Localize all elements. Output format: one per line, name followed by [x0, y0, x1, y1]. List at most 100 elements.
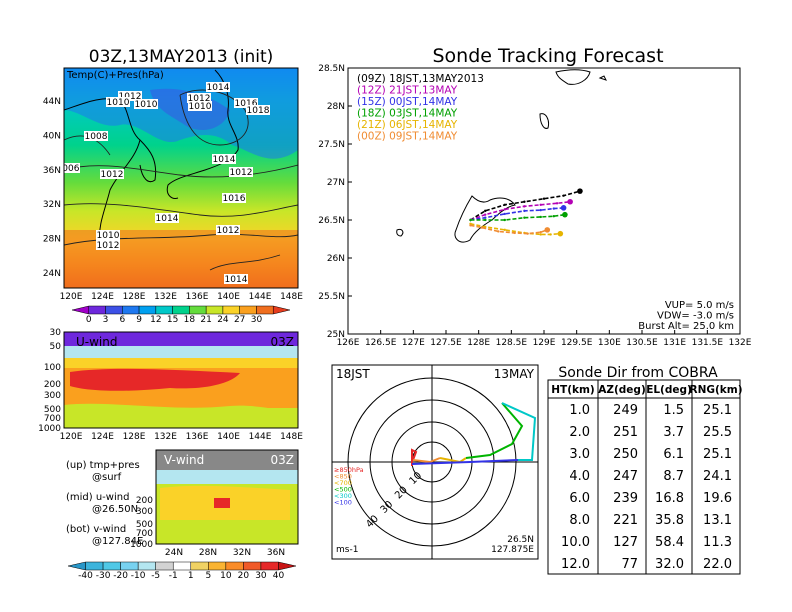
table-cell: 35.8 — [655, 513, 684, 528]
uwind-x-tick: 128E — [123, 432, 146, 442]
track-x-tick: 129.5E — [561, 338, 593, 348]
table-cell: 10.0 — [561, 535, 590, 550]
isobar-label: 1008 — [84, 131, 108, 142]
table-frame — [547, 379, 741, 575]
hodograph-850 — [412, 457, 441, 464]
track-point — [526, 232, 529, 235]
isobar-value: 1010 — [107, 98, 130, 108]
wind-colorbar-cell — [243, 561, 262, 571]
vwind-y-tick: 300 — [136, 507, 153, 517]
table-cell: 3.0 — [569, 447, 590, 462]
table-header-cell: EL(deg) — [646, 384, 692, 396]
track-point — [542, 197, 546, 200]
track-point — [503, 203, 506, 206]
temperature-colorbar-tick: 21 — [200, 315, 211, 325]
table-cell: 19.6 — [703, 491, 732, 506]
table-cell: 1.0 — [569, 403, 590, 418]
track-x-tick: 126E — [337, 338, 360, 348]
isobar-label: 1014 — [224, 274, 248, 285]
track-legend: (09Z) 18JST,13MAY2013(12Z) 21JST,13MAY(1… — [357, 73, 484, 143]
polar-lat: 26.5N — [507, 535, 534, 545]
track-point — [523, 216, 526, 219]
vwind-x-tick: 36N — [267, 548, 285, 558]
uwind-y-tick: 50 — [50, 342, 62, 352]
track-point — [539, 208, 542, 212]
isobar-value: 1012 — [217, 226, 240, 236]
track-point — [562, 194, 565, 197]
table-cell: 13.1 — [703, 513, 732, 528]
map-lon-label: 128E — [123, 292, 146, 302]
temperature-colorbar-cell — [239, 305, 257, 315]
polar-unit: ms-1 — [336, 545, 358, 555]
isobar-label-bg — [206, 82, 230, 92]
track-point — [503, 212, 506, 216]
wind-colorbar-ticks: -40 -30 -20 -10 -5 -1 1 5 10 20 30 40 — [78, 571, 284, 581]
track-point — [552, 207, 555, 210]
table-row: 8.0 221 35.8 13.1 — [569, 513, 732, 528]
wind-colorbar-cell — [208, 561, 227, 571]
track-y-tick: 27N — [327, 178, 345, 188]
table-row: 12.0 77 32.0 22.0 — [561, 557, 732, 572]
isobar-label-bg — [229, 167, 253, 177]
track-info-line: VUP= 5.0 m/s — [665, 300, 734, 311]
track-point — [523, 209, 526, 213]
isobar-value: 1010 — [97, 231, 120, 241]
isobar-label: 1016 — [222, 193, 246, 204]
isobar-label: 1012 — [187, 93, 211, 104]
temperature-colorbar-tick: 12 — [150, 315, 161, 325]
isobar-value: 1010 — [135, 100, 158, 110]
isobar-2 — [64, 203, 298, 217]
track-series — [469, 188, 583, 222]
uwind-y-tick: 1000 — [38, 424, 61, 434]
warm-region-south — [64, 230, 298, 288]
track-x-tick: 127E — [402, 338, 425, 348]
track-series — [469, 211, 568, 222]
uwind-x-tick: 120E — [60, 432, 83, 442]
table-cell: 11.3 — [703, 535, 732, 550]
track-x-tick: 131.5E — [692, 338, 724, 348]
note-tag: (bot) v-wind — [66, 524, 126, 535]
map-lon-labels: 120E 124E 128E 132E 136E 140E 144E 148E — [60, 292, 304, 302]
temperature-colorbar-cell — [205, 305, 224, 315]
vwind-time: 03Z — [271, 453, 295, 467]
table-cell: 16.8 — [655, 491, 684, 506]
table-cell: 25.1 — [703, 403, 732, 418]
isobar-label-bg — [188, 101, 212, 111]
wind-colorbar-cell — [278, 561, 297, 571]
map-lat-labels: 44N 40N 36N 32N 28N 24N — [43, 97, 61, 279]
temperature-colorbar-cell — [172, 305, 190, 315]
track-point — [539, 230, 542, 234]
vwind-label: V-wind — [164, 453, 204, 467]
track-x-tick: 126.5E — [365, 338, 397, 348]
polar-level-legend: ≥850hPa<850<700<500<300<100 — [334, 466, 364, 507]
wind-colorbar-tick: 20 — [238, 571, 250, 581]
table-header-cell: HT(km) — [551, 384, 594, 396]
coastline-korea — [139, 139, 157, 183]
polar-level-entry: <500 — [334, 486, 352, 494]
isobar-value: 1010 — [189, 102, 212, 112]
table-cell: 8.0 — [569, 513, 590, 528]
isobar-label-bg — [187, 93, 211, 103]
isobar-label: 1010 — [188, 101, 212, 112]
table-cell: 127 — [613, 535, 638, 550]
table-cell: 77 — [621, 557, 638, 572]
isobar-value: 1012 — [188, 94, 211, 104]
table-title: Sonde Dir from COBRA — [558, 365, 718, 381]
map-lon-label: 148E — [280, 292, 303, 302]
note-sub: @surf — [92, 472, 122, 483]
isobar-6 — [209, 254, 281, 271]
isobar-label-bg — [155, 213, 179, 223]
temperature-colorbar-tick: 24 — [217, 315, 229, 325]
isobar-label: 1010 — [106, 97, 130, 108]
track-point — [539, 203, 542, 206]
isobar-label-bg — [96, 230, 120, 240]
table-header-cell: RNG(km) — [689, 384, 742, 396]
isobar-value: 1008 — [85, 132, 108, 142]
table-cell: 251 — [613, 425, 638, 440]
isobar-label: 1012 — [96, 240, 120, 251]
map-lon-label: 124E — [91, 292, 114, 302]
track-x-tick: 130E — [598, 338, 621, 348]
